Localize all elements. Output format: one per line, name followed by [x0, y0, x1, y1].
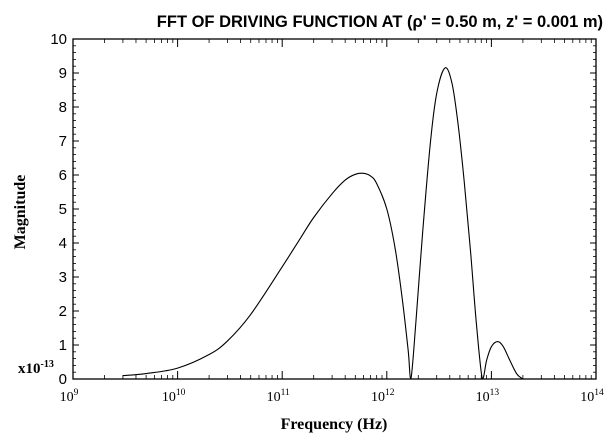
y-tick-label: 9: [59, 65, 67, 82]
y-tick-label: 2: [59, 303, 67, 320]
y-multiplier-label: x10-13: [18, 359, 54, 377]
y-axis-label: Magnitude: [12, 175, 29, 250]
x-tick-label: 1012: [371, 388, 395, 405]
y-tick-label: 4: [59, 235, 67, 252]
x-axis-label: Frequency (Hz): [281, 416, 388, 433]
chart-title: FFT OF DRIVING FUNCTION AT (ρ' = 0.50 m,…: [157, 13, 603, 31]
y-tick-label: 7: [59, 133, 67, 150]
plot-frame: [72, 38, 597, 380]
x-axis-ticks: 109 1010 1011 1012 1013 1014: [60, 39, 604, 405]
y-tick-label: 0: [59, 371, 67, 388]
y-tick-label: 8: [59, 99, 67, 116]
x-tick-label: 109: [60, 388, 79, 405]
x-tick-label: 1010: [162, 388, 186, 405]
y-axis-ticks: 0 1 2 3 4 5 6 7 8 9 10: [50, 31, 596, 388]
y-tick-label: 10: [50, 31, 67, 48]
y-tick-label: 5: [59, 201, 67, 218]
x-tick-label: 1014: [580, 388, 604, 405]
series-line-0: [122, 67, 524, 380]
x-tick-label: 1011: [267, 388, 290, 405]
y-tick-label: 1: [59, 337, 67, 354]
series-group: [122, 67, 524, 380]
x-tick-label: 1013: [476, 388, 500, 405]
y-tick-label: 6: [59, 167, 67, 184]
y-tick-label: 3: [59, 269, 67, 286]
